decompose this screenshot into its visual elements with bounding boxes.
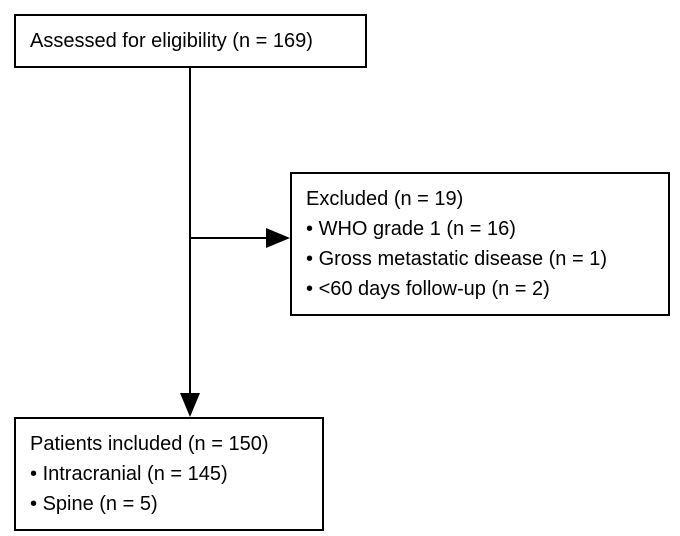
node-included-title: Patients included (n = 150) xyxy=(30,429,308,459)
node-assessed-title: Assessed for eligibility (n = 169) xyxy=(30,26,351,56)
node-included: Patients included (n = 150) Intracranial… xyxy=(14,417,324,531)
list-item: WHO grade 1 (n = 16) xyxy=(306,214,654,244)
node-included-list: Intracranial (n = 145) Spine (n = 5) xyxy=(30,459,308,519)
list-item: Spine (n = 5) xyxy=(30,489,308,519)
list-item: <60 days follow-up (n = 2) xyxy=(306,274,654,304)
list-item: Intracranial (n = 145) xyxy=(30,459,308,489)
list-item: Gross metastatic disease (n = 1) xyxy=(306,244,654,274)
node-excluded-list: WHO grade 1 (n = 16) Gross metastatic di… xyxy=(306,214,654,304)
node-excluded: Excluded (n = 19) WHO grade 1 (n = 16) G… xyxy=(290,172,670,316)
node-excluded-title: Excluded (n = 19) xyxy=(306,184,654,214)
node-assessed: Assessed for eligibility (n = 169) xyxy=(14,14,367,68)
